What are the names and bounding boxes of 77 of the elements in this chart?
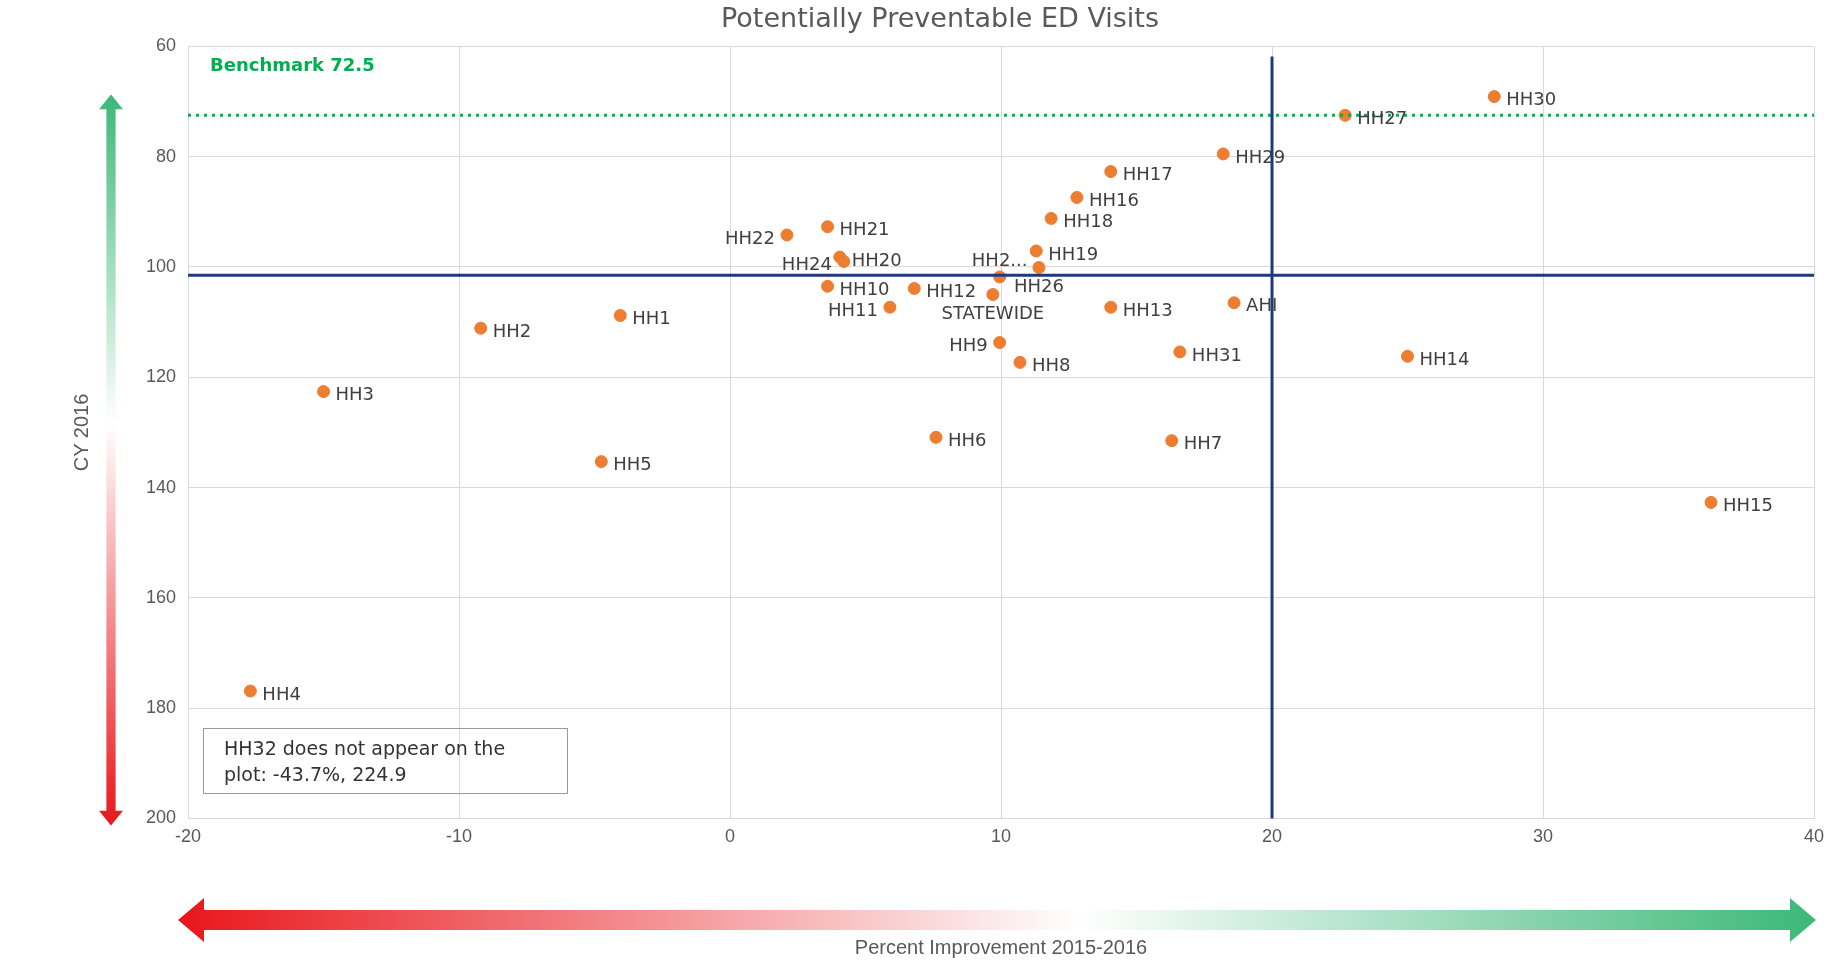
y-tick-label: 100	[145, 255, 177, 276]
data-label: HH13	[1122, 298, 1173, 320]
data-label: HH18	[1063, 210, 1114, 232]
point	[1104, 165, 1118, 179]
point	[1487, 90, 1501, 104]
y-tick-label: 200	[145, 807, 177, 828]
point	[1173, 345, 1187, 359]
x-tick-label: 30	[1532, 826, 1554, 847]
x-tick-label: -10	[446, 826, 473, 847]
point	[1401, 349, 1415, 363]
data-label: STATEWIDE	[941, 302, 1045, 324]
x-axis-title: Percent Improvement 2015-2016	[854, 935, 1148, 958]
x-tick-label: 40	[1803, 826, 1825, 847]
y-tick-label: 180	[145, 697, 177, 718]
data-label: HH15	[1723, 494, 1774, 516]
annotation: HH32 does not appear on the plot: -43.7%, 224.9	[203, 728, 568, 794]
point	[613, 309, 627, 322]
data-label: HH14	[1419, 347, 1470, 369]
data-label: HH31	[1191, 343, 1242, 365]
point	[1029, 244, 1043, 258]
data-label: HH24	[781, 253, 832, 275]
data-label: HH20	[851, 248, 902, 270]
point	[474, 321, 488, 335]
point	[1227, 296, 1241, 310]
y-tick-label: 80	[156, 145, 177, 166]
data-label: HH30	[1506, 88, 1557, 110]
x-tick-label: 0	[725, 826, 736, 847]
point	[1070, 190, 1084, 204]
data-label: HH19	[1048, 242, 1099, 264]
point	[317, 385, 331, 399]
y-tick-label: 60	[156, 35, 177, 56]
point	[1216, 147, 1230, 161]
chart-title: Potentially Preventable ED Visits	[721, 2, 1159, 34]
data-label: HH3	[335, 383, 375, 405]
point	[993, 336, 1007, 350]
y-axis-title: CY 2016	[69, 393, 92, 472]
point	[1704, 495, 1718, 509]
point	[821, 279, 835, 293]
point	[1013, 355, 1027, 369]
data-label: HH4	[262, 682, 301, 704]
data-label: HH8	[1031, 354, 1071, 376]
data-label: HH11	[827, 298, 878, 320]
point	[1165, 434, 1179, 448]
data-label: HH27	[1357, 107, 1408, 128]
point	[837, 254, 851, 268]
data-label: HH16	[1088, 189, 1139, 211]
data-label: HH6	[947, 429, 987, 451]
y-tick-label: 140	[145, 476, 177, 497]
point	[1044, 211, 1058, 225]
point	[883, 300, 897, 314]
y-tick-label: 120	[145, 366, 177, 387]
data-label: HH21	[839, 218, 890, 240]
point	[821, 220, 835, 234]
point	[243, 684, 257, 698]
data-label: HH26	[1013, 275, 1064, 297]
data-label: HH17	[1122, 163, 1173, 185]
data-label: HH5	[613, 453, 652, 475]
point	[907, 281, 921, 295]
y-tick-label: 160	[145, 586, 177, 607]
point	[780, 228, 794, 242]
data-label: HH12	[926, 280, 977, 302]
point	[986, 288, 1000, 302]
data-label: HH9	[949, 334, 988, 356]
point	[929, 430, 943, 444]
data-label: HH2	[492, 319, 532, 341]
x-tick-label: 10	[991, 826, 1012, 847]
data-label: HH2...	[971, 248, 1028, 270]
ref-line-label: Benchmark 72.5	[210, 54, 375, 76]
data-label: HH7	[1183, 432, 1223, 454]
point	[594, 455, 608, 469]
data-label: HH1	[632, 307, 671, 329]
point	[1104, 300, 1118, 314]
point	[1032, 261, 1046, 275]
x-tick-label: 20	[1262, 826, 1283, 847]
x-tick-label: -20	[175, 826, 202, 847]
data-label: HH10	[839, 277, 890, 299]
data-label: HH22	[724, 226, 775, 248]
